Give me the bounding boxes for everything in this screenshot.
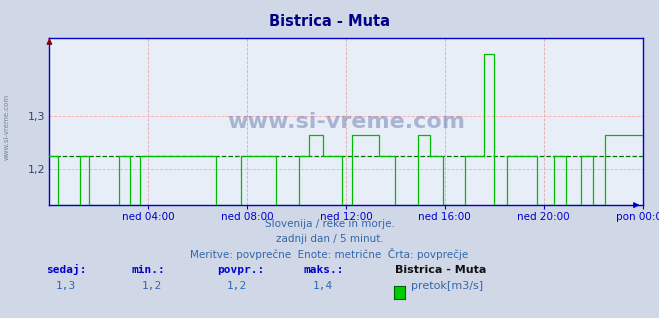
Text: 1,2: 1,2 [227,281,247,291]
Text: min.:: min.: [132,266,165,275]
Text: maks.:: maks.: [303,266,343,275]
Text: zadnji dan / 5 minut.: zadnji dan / 5 minut. [275,234,384,244]
Text: 1,3: 1,3 [56,281,76,291]
Text: 1,4: 1,4 [313,281,333,291]
Text: pretok[m3/s]: pretok[m3/s] [411,281,482,291]
Text: www.si-vreme.com: www.si-vreme.com [227,112,465,132]
Text: www.si-vreme.com: www.si-vreme.com [3,94,10,160]
Text: Slovenija / reke in morje.: Slovenija / reke in morje. [264,219,395,229]
Text: sedaj:: sedaj: [46,265,86,275]
Text: Meritve: povprečne  Enote: metrične  Črta: povprečje: Meritve: povprečne Enote: metrične Črta:… [190,248,469,260]
Text: povpr.:: povpr.: [217,266,265,275]
Text: Bistrica - Muta: Bistrica - Muta [269,14,390,29]
Text: 1,2: 1,2 [142,281,161,291]
Text: Bistrica - Muta: Bistrica - Muta [395,266,487,275]
